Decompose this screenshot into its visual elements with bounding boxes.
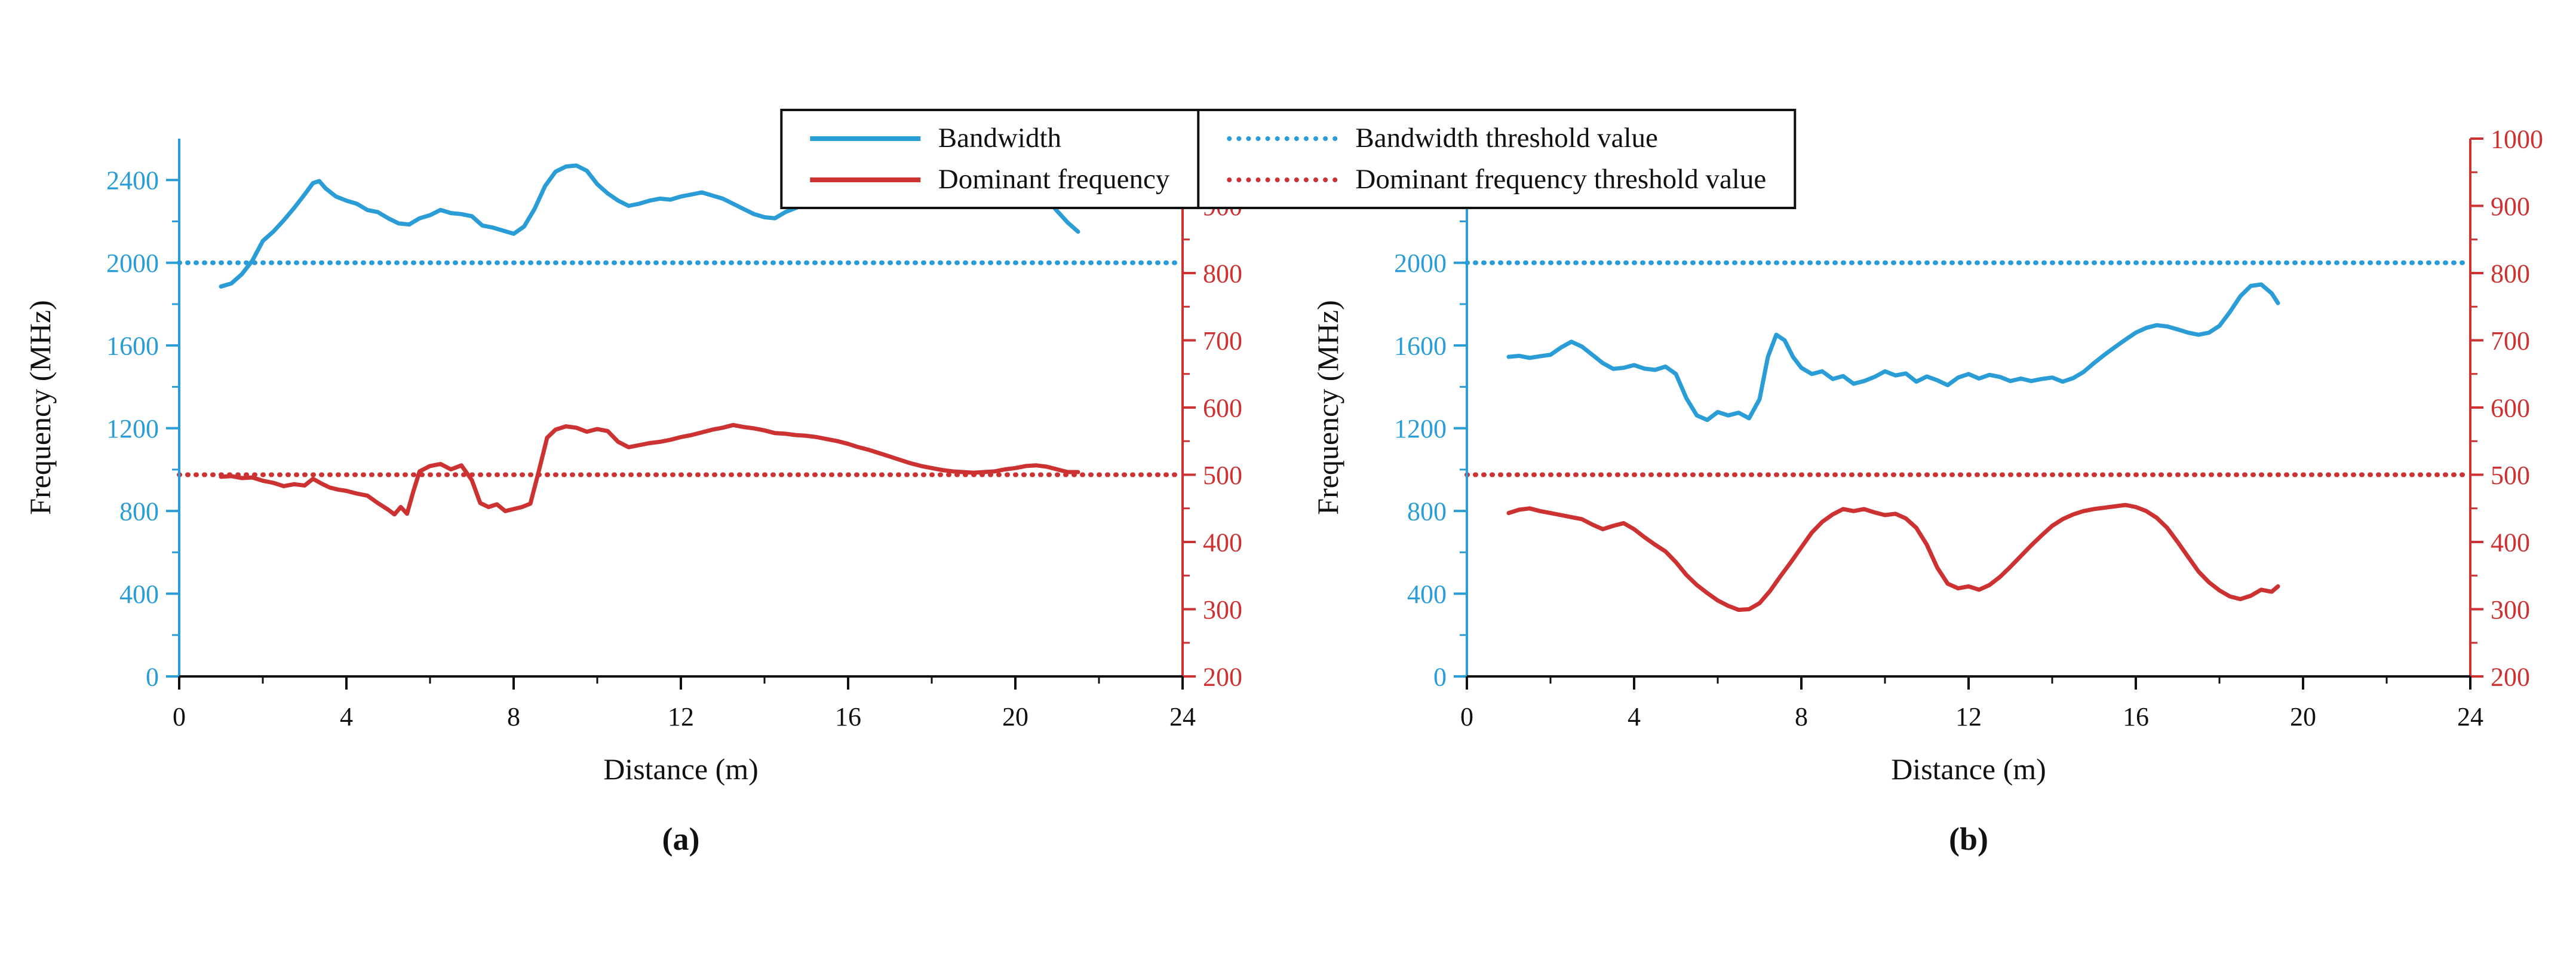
y-axis-label: Frequency (MHz) <box>1311 300 1344 515</box>
bandwidth-threshold-swatch <box>1227 136 1338 141</box>
legend: Bandwidth Dominant frequency Bandwidth t… <box>779 109 1797 209</box>
subfigure-caption: (a) <box>662 821 700 857</box>
x-axis-tick-label: 12 <box>1955 702 1982 731</box>
left-axis-tick-label: 1600 <box>1394 332 1447 361</box>
x-axis-tick-label: 12 <box>668 702 694 731</box>
left-axis-tick-label: 0 <box>146 662 159 691</box>
right-axis-tick-label: 800 <box>2491 259 2530 288</box>
chart-a: 0400800120016002000240020030040050060070… <box>23 124 1255 857</box>
bandwidth-line-swatch <box>809 136 920 141</box>
dominant-frequency-series-line <box>219 422 1080 517</box>
x-axis-tick-label: 20 <box>1002 702 1028 731</box>
x-axis-tick-label: 24 <box>1169 702 1196 731</box>
right-axis-tick-label: 300 <box>2491 595 2530 624</box>
left-axis-tick-label: 800 <box>1407 497 1447 526</box>
y-axis-label: Frequency (MHz) <box>23 300 57 515</box>
legend-item-bandwidth: Bandwidth <box>809 122 1170 154</box>
x-axis-label: Distance (m) <box>603 752 759 786</box>
legend-label-dominant-frequency: Dominant frequency <box>938 164 1170 195</box>
left-axis-tick-label: 2000 <box>1394 249 1447 278</box>
left-axis-tick-label: 800 <box>119 497 159 526</box>
chart-block-a: 0 400 800 1200 1600 2000 2400 200 300 400 500 600 70… <box>0 103 1288 866</box>
right-axis-tick-label: 600 <box>1203 393 1242 422</box>
legend-threshold-column: Bandwidth threshold value Dominant frequ… <box>1199 111 1794 207</box>
x-axis-tick-label: 0 <box>173 702 186 731</box>
legend-label-bandwidth: Bandwidth <box>938 122 1062 154</box>
x-axis-tick-label: 0 <box>1460 702 1473 731</box>
right-axis-tick-label: 700 <box>1203 326 1242 356</box>
legend-label-dominant-frequency-threshold: Dominant frequency threshold value <box>1355 164 1767 195</box>
right-axis-tick-label: 500 <box>2491 461 2530 490</box>
right-axis-tick-label: 400 <box>1203 528 1242 557</box>
right-axis-tick-label: 500 <box>1203 461 1242 490</box>
left-axis-tick-label: 400 <box>1407 580 1447 609</box>
subfigure-caption: (b) <box>1949 821 1988 857</box>
charts-row: 0 400 800 1200 1600 2000 2400 200 300 400 500 600 70… <box>0 103 2576 866</box>
legend-divider <box>1197 111 1200 207</box>
dominant-frequency-threshold-swatch <box>1227 177 1338 182</box>
dominant-frequency-line-swatch <box>809 177 920 182</box>
right-axis-tick-label: 200 <box>1203 662 1242 691</box>
x-axis-tick-label: 4 <box>340 702 353 731</box>
right-axis-tick-label: 800 <box>1203 259 1242 288</box>
x-axis-tick-label: 8 <box>507 702 520 731</box>
x-axis-tick-label: 24 <box>2457 702 2483 731</box>
left-axis-tick-label: 400 <box>119 580 159 609</box>
dominant-frequency-series-line <box>1506 503 2280 612</box>
left-axis-tick-label: 0 <box>1433 662 1447 691</box>
right-axis-tick-label: 900 <box>2491 192 2530 221</box>
x-axis-tick-label: 8 <box>1795 702 1808 731</box>
bandwidth-series-line <box>1506 282 2280 422</box>
x-axis-tick-label: 16 <box>835 702 861 731</box>
legend-item-dominant-frequency-threshold: Dominant frequency threshold value <box>1227 166 1766 194</box>
x-axis-label: Distance (m) <box>1891 752 2046 786</box>
chart-b: 0400800120016002000240020030040050060070… <box>1311 124 2543 857</box>
legend-item-dominant-frequency: Dominant frequency <box>809 164 1170 195</box>
legend-label-bandwidth-threshold: Bandwidth threshold value <box>1355 122 1658 154</box>
x-axis-tick-label: 4 <box>1628 702 1641 731</box>
right-axis-tick-label: 200 <box>2491 662 2530 691</box>
right-axis-tick-label: 1000 <box>2491 124 2543 154</box>
chart-block-b: 0400800120016002000240020030040050060070… <box>1288 103 2575 866</box>
left-axis-tick-label: 2400 <box>106 166 159 195</box>
left-axis-tick-label: 1200 <box>1394 414 1447 443</box>
right-axis-tick-label: 700 <box>2491 326 2530 356</box>
right-axis-tick-label: 400 <box>2491 528 2530 557</box>
left-axis-tick-label: 2000 <box>106 249 159 278</box>
x-axis-tick-label: 20 <box>2290 702 2316 731</box>
right-axis-tick-label: 300 <box>1203 595 1242 624</box>
left-axis-tick-label: 1200 <box>106 414 159 443</box>
left-axis-tick-label: 1600 <box>106 332 159 361</box>
right-axis-tick-label: 600 <box>2491 393 2530 422</box>
x-axis-tick-label: 16 <box>2123 702 2149 731</box>
legend-item-bandwidth-threshold: Bandwidth threshold value <box>1227 124 1766 152</box>
legend-series-column: Bandwidth Dominant frequency <box>782 111 1198 207</box>
